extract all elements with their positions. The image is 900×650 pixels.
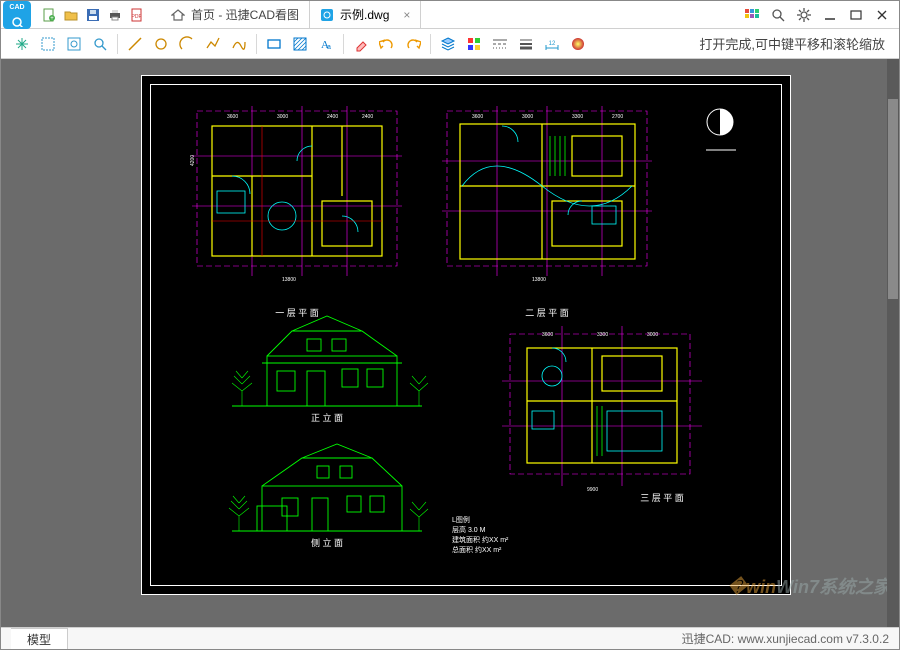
svg-text:+: + <box>50 16 54 22</box>
tab-close-icon[interactable]: × <box>403 8 410 22</box>
gear-icon[interactable] <box>793 5 815 25</box>
model-space-tab[interactable]: 模型 <box>11 628 68 649</box>
svg-text:3000: 3000 <box>522 114 533 120</box>
close-button[interactable] <box>871 5 893 25</box>
tab-drawing-label: 示例.dwg <box>340 6 389 23</box>
drawing-canvas[interactable]: 3600300024002400 13800 4200 一 层 平 面 <box>1 59 899 627</box>
svg-text:4200: 4200 <box>190 155 196 166</box>
svg-text:13800: 13800 <box>282 277 296 283</box>
color-icon[interactable] <box>465 35 483 53</box>
minimize-button[interactable] <box>819 5 841 25</box>
redo-icon[interactable] <box>404 35 422 53</box>
tab-home-label: 首页 - 迅捷CAD看图 <box>191 6 299 23</box>
zoom-extents-icon[interactable] <box>39 35 57 53</box>
window-controls <box>741 5 899 25</box>
elevation-1: 正 立 面 <box>212 311 442 414</box>
print-icon[interactable] <box>107 7 123 23</box>
plan-2-label: 二 层 平 面 <box>442 306 652 319</box>
elevation-2-label: 侧 立 面 <box>212 536 442 549</box>
circle-icon[interactable] <box>152 35 170 53</box>
zoom-icon[interactable] <box>91 35 109 53</box>
tab-home[interactable]: 首页 - 迅捷CAD看图 <box>161 1 310 28</box>
main-toolbar: Aa 12 打开完成,可中键平移和滚轮缩放 <box>1 29 899 59</box>
svg-text:3300: 3300 <box>597 332 608 338</box>
hatch-icon[interactable] <box>291 35 309 53</box>
line-icon[interactable] <box>126 35 144 53</box>
svg-text:3600: 3600 <box>227 114 238 120</box>
drawing-legend: L图例 层高 3.0 M 建筑面积 约XX m² 总面积 约XX m² <box>452 516 508 556</box>
palette-icon[interactable] <box>741 5 763 25</box>
svg-text:3600: 3600 <box>542 332 553 338</box>
plan-3-label: 三 层 平 面 <box>622 491 702 504</box>
svg-text:13800: 13800 <box>532 277 546 283</box>
app-logo <box>3 1 31 29</box>
spline-icon[interactable] <box>230 35 248 53</box>
svg-text:2400: 2400 <box>362 114 373 120</box>
svg-text:3000: 3000 <box>647 332 658 338</box>
svg-text:2400: 2400 <box>327 114 338 120</box>
svg-text:3600: 3600 <box>472 114 483 120</box>
open-doc-icon[interactable] <box>63 7 79 23</box>
titlebar: + PDF 首页 - 迅捷CAD看图 示例.dwg × <box>1 1 899 29</box>
svg-text:a: a <box>327 44 331 51</box>
undo-icon[interactable] <box>378 35 396 53</box>
elevation-2: 侧 立 面 <box>212 436 442 539</box>
north-arrow <box>702 106 742 159</box>
layers-icon[interactable] <box>439 35 457 53</box>
search-icon[interactable] <box>767 5 789 25</box>
export-pdf-icon[interactable]: PDF <box>129 7 145 23</box>
svg-text:12: 12 <box>549 41 556 47</box>
svg-text:2700: 2700 <box>612 114 623 120</box>
floor-plan-2: 3600 3000 3300 2700 13800 二 层 平 面 <box>442 106 652 316</box>
lineweight-icon[interactable] <box>517 35 535 53</box>
svg-text:9900: 9900 <box>587 487 598 493</box>
svg-text:3300: 3300 <box>572 114 583 120</box>
arc-icon[interactable] <box>178 35 196 53</box>
pan-icon[interactable] <box>13 35 31 53</box>
zoom-window-icon[interactable] <box>65 35 83 53</box>
floor-plan-1: 3600300024002400 13800 4200 一 层 平 面 <box>192 106 402 316</box>
svg-text:PDF: PDF <box>132 14 142 20</box>
statusbar: 模型 迅捷CAD: www.xunjiecad.com v7.3.0.2 <box>1 627 899 649</box>
dimstyle-icon[interactable]: 12 <box>543 35 561 53</box>
render-icon[interactable] <box>569 35 587 53</box>
text-icon[interactable]: Aa <box>317 35 335 53</box>
linetype-icon[interactable] <box>491 35 509 53</box>
polyline-icon[interactable] <box>204 35 222 53</box>
maximize-button[interactable] <box>845 5 867 25</box>
home-icon <box>171 8 185 22</box>
rect-icon[interactable] <box>265 35 283 53</box>
floor-plan-3: 3600 3300 3000 9900 三 层 平 面 <box>502 326 722 516</box>
erase-icon[interactable] <box>352 35 370 53</box>
tab-drawing[interactable]: 示例.dwg × <box>310 1 421 28</box>
new-doc-icon[interactable]: + <box>41 7 57 23</box>
drawing-icon <box>320 8 334 22</box>
elevation-1-label: 正 立 面 <box>212 411 442 424</box>
document-tabs: 首页 - 迅捷CAD看图 示例.dwg × <box>161 1 421 28</box>
save-doc-icon[interactable] <box>85 7 101 23</box>
svg-text:3000: 3000 <box>277 114 288 120</box>
status-right-text: 迅捷CAD: www.xunjiecad.com v7.3.0.2 <box>682 630 899 647</box>
quick-access-toolbar: + PDF <box>35 7 151 23</box>
toolbar-hint: 打开完成,可中键平移和滚轮缩放 <box>699 34 893 53</box>
vertical-scrollbar[interactable] <box>887 59 899 627</box>
drawing-paper: 3600300024002400 13800 4200 一 层 平 面 <box>141 75 791 595</box>
